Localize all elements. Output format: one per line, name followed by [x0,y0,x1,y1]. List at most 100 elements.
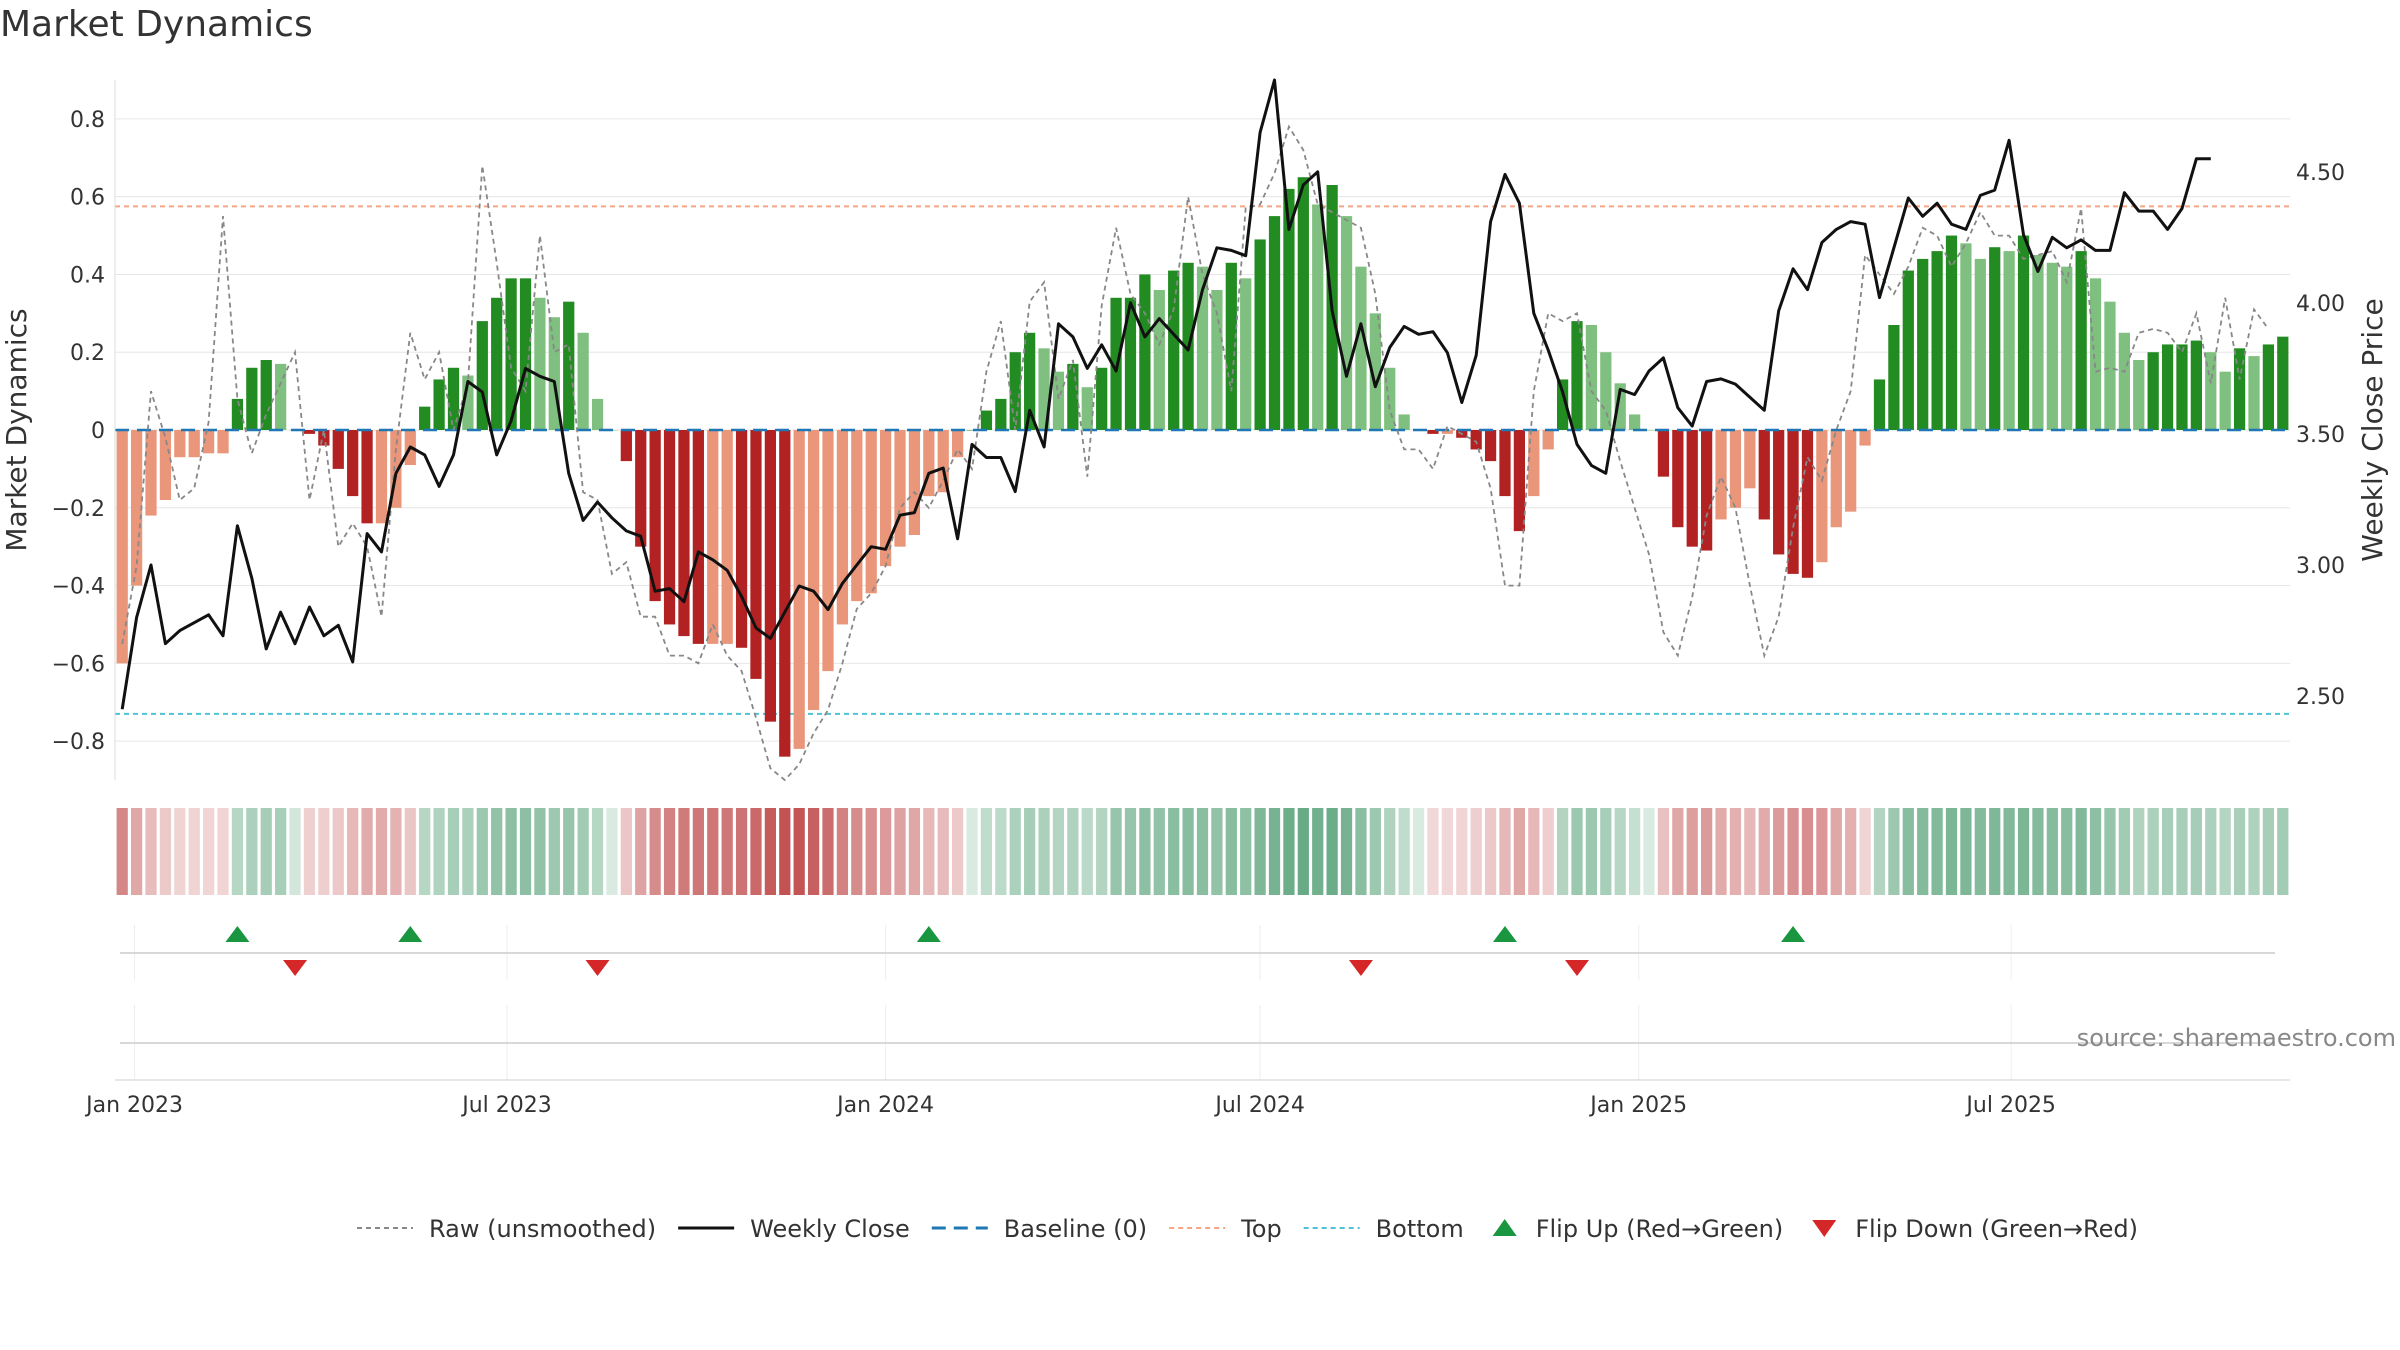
regime-cell [447,808,460,895]
regime-cell [1139,808,1151,895]
y-left-tick-label: −0.8 [52,730,105,755]
regime-cell [505,808,517,895]
regime-cell [1614,808,1626,895]
regime-cell [1052,808,1065,895]
dynamics-bar [635,430,647,547]
regime-cell [807,808,820,895]
x-tick-label: Jul 2023 [460,1093,552,1118]
regime-cell [1600,808,1612,895]
flip-up-marker [1781,926,1806,942]
dynamics-bar [721,430,733,644]
regime-cell [707,808,719,895]
regime-cell [2205,808,2217,895]
regime-cell [534,808,546,895]
regime-cell [606,808,618,895]
regime-cell [937,808,949,895]
regime-cell [2147,808,2159,895]
dynamics-bar [1945,235,1958,430]
dynamics-bar [1369,313,1381,430]
regime-cell [721,808,733,895]
dynamics-bar [807,430,820,710]
regime-cell [692,808,704,895]
regime-cell [980,808,993,895]
regime-cell [203,808,215,895]
regime-cell [822,808,834,895]
dynamics-bar [2233,348,2246,430]
dynamics-bar [1268,216,1281,430]
dynamics-bar [1052,371,1065,430]
dynamics-bar [952,430,964,458]
dynamics-bar [2161,344,2174,430]
dynamics-bar [1225,262,1237,430]
dynamics-bar [836,430,849,625]
dynamics-bar [563,301,575,430]
y-left-tick-label: −0.2 [52,497,105,522]
dynamics-bar [188,430,200,458]
regime-cell [1902,808,1914,895]
regime-cell [865,808,877,895]
dynamics-bar [966,430,978,431]
legend-flip_up-label: Flip Up (Red→Green) [1536,1215,1784,1243]
regime-cell [1024,808,1036,895]
regime-cell [1369,808,1381,895]
regime-cell [851,808,863,895]
regime-cell [908,808,921,895]
dynamics-bar [519,278,532,430]
regime-cell [1182,808,1194,895]
regime-cell [1225,808,1237,895]
axes: 0.8 0.6 0.4 0.2 0 −0.2 −0.4 −0.6 −0.8 4.50 4.00 3.5… [0,80,2389,780]
dynamics-bar [303,430,316,434]
dynamics-bar [649,430,661,602]
dynamics-bar [1196,266,1209,430]
dynamics-bar [1312,204,1324,430]
regime-cell [663,808,676,895]
regime-cell [1701,808,1713,895]
x-tick-label: Jul 2025 [1964,1093,2056,1118]
regime-cell [1196,808,1209,895]
dynamics-bar [2118,332,2130,430]
regime-cell [894,808,906,895]
y-right-tick-label: 3.00 [2296,554,2345,579]
regime-cell [1340,808,1353,895]
dynamics-bar [217,430,229,454]
dynamics-bar [1297,177,1309,430]
dynamics-bar [462,375,474,430]
dynamics-bar [246,367,258,430]
dynamics-bar [2205,352,2217,430]
dynamics-bar [1974,258,1986,430]
regime-cell [966,808,978,895]
dynamics-bar [1960,243,1972,430]
x-tick-label: Jan 2025 [1588,1093,1687,1118]
regime-cell [1067,808,1079,895]
regime-cell [1830,808,1842,895]
regime-cell [519,808,532,895]
regime-cell [303,808,316,895]
dynamics-bar [1024,332,1036,430]
legend-raw-label: Raw (unsmoothed) [429,1215,656,1243]
dynamics-bar [1859,430,1871,446]
dynamics-bar [1038,348,1050,430]
dynamics-bar [433,379,445,430]
dynamics-bar [735,430,748,648]
regime-cell [1960,808,1972,895]
dynamics-bar [1614,383,1626,430]
regime-cell [231,808,244,895]
legend-baseline-label: Baseline (0) [1004,1215,1147,1243]
dynamics-bar [1686,430,1698,547]
dynamics-bar [1758,430,1770,520]
regime-cell [1845,808,1857,895]
dynamics-bar [1917,258,1929,430]
regime-cell [793,808,805,895]
regime-cell [1211,808,1223,895]
regime-cell [1499,808,1511,895]
dynamics-bar [2061,266,2073,430]
regime-cell [1715,808,1727,895]
regime-cell [1081,808,1093,895]
flip-down-marker [1348,960,1373,976]
regime-cell [476,808,488,895]
dynamics-bar [145,430,157,516]
dynamics-bar [2262,344,2275,430]
dynamics-bar [1931,251,1943,430]
regime-cell [188,808,200,895]
